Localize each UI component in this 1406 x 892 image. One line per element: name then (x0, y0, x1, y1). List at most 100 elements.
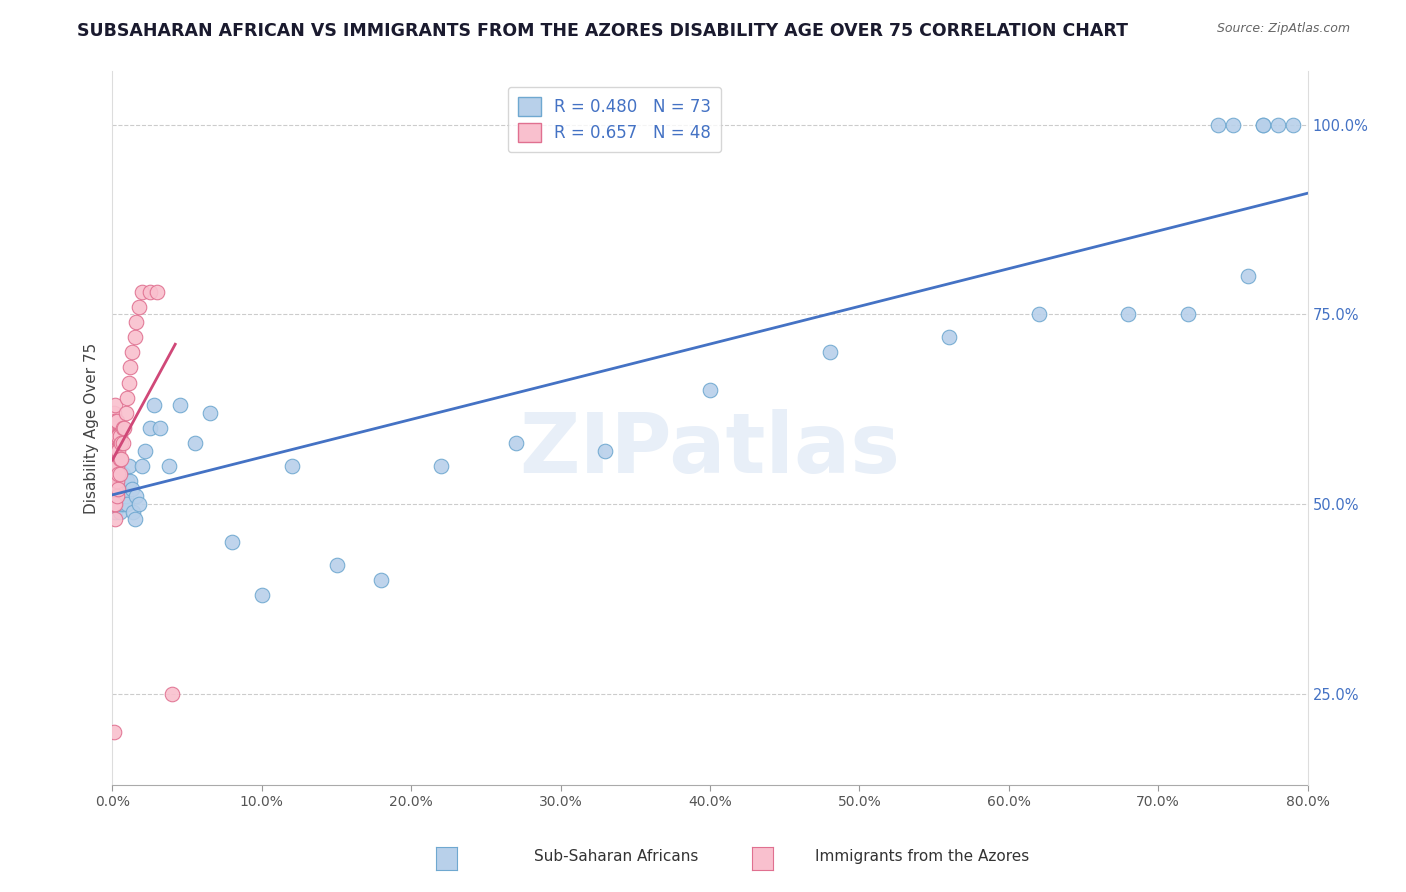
Point (114, 482, 135, 496)
Point (103, 444, 125, 458)
Point (1237, 269, 1260, 284)
Point (104, 497, 127, 511)
Point (1206, 118, 1229, 132)
Point (505, 436, 527, 450)
Point (250, 588, 273, 602)
Point (128, 300, 150, 314)
Point (103, 497, 125, 511)
Point (139, 421, 162, 435)
Point (105, 413, 128, 427)
Point (104, 398, 127, 412)
Y-axis label: Disability Age Over 75: Disability Age Over 75 (84, 343, 100, 514)
Point (110, 451, 132, 466)
Text: Sub-Saharan Africans: Sub-Saharan Africans (534, 849, 699, 863)
Point (105, 482, 128, 496)
Point (117, 475, 139, 489)
Point (105, 475, 128, 489)
Point (105, 451, 128, 466)
Point (157, 459, 180, 474)
Point (111, 421, 134, 435)
Point (104, 467, 127, 481)
Point (108, 475, 131, 489)
Point (1251, 118, 1274, 132)
Point (103, 497, 125, 511)
Point (105, 459, 128, 474)
Point (111, 436, 134, 450)
Point (111, 467, 134, 481)
Point (1177, 307, 1199, 321)
Point (131, 459, 153, 474)
Point (103, 482, 125, 496)
Point (146, 285, 169, 299)
Point (108, 505, 131, 519)
Point (103, 406, 125, 420)
Point (110, 467, 132, 481)
Text: SUBSAHARAN AFRICAN VS IMMIGRANTS FROM THE AZORES DISABILITY AGE OVER 75 CORRELAT: SUBSAHARAN AFRICAN VS IMMIGRANTS FROM TH… (77, 22, 1129, 40)
Point (105, 497, 128, 511)
Point (105, 490, 128, 504)
Point (103, 429, 125, 443)
Point (104, 482, 127, 496)
Point (108, 467, 131, 481)
Point (108, 451, 131, 466)
Point (221, 535, 243, 549)
Point (103, 421, 125, 435)
Point (124, 330, 146, 344)
Point (105, 475, 128, 489)
Point (1251, 118, 1274, 132)
Point (108, 429, 131, 443)
Point (595, 444, 617, 458)
Point (104, 490, 127, 504)
Point (111, 490, 134, 504)
Point (117, 391, 139, 405)
Point (143, 398, 166, 412)
Point (108, 467, 131, 481)
Point (107, 497, 129, 511)
Text: ZIPatlas: ZIPatlas (520, 409, 900, 490)
Point (125, 490, 148, 504)
Point (325, 558, 347, 572)
Point (124, 512, 146, 526)
Point (103, 482, 125, 496)
Point (107, 467, 129, 481)
Point (149, 421, 172, 435)
Point (134, 444, 156, 458)
Point (120, 475, 142, 489)
Point (107, 475, 129, 489)
Point (104, 444, 127, 458)
Point (115, 406, 138, 420)
Point (103, 467, 125, 481)
Point (1222, 118, 1244, 132)
Point (699, 383, 721, 397)
Point (115, 490, 138, 504)
Point (103, 451, 125, 466)
Point (131, 285, 153, 299)
Point (104, 444, 127, 458)
Point (1281, 118, 1303, 132)
Point (1118, 307, 1140, 321)
Point (169, 398, 191, 412)
Text: Source: ZipAtlas.com: Source: ZipAtlas.com (1216, 22, 1350, 36)
Point (139, 285, 162, 299)
Point (105, 429, 128, 443)
Point (114, 497, 135, 511)
Point (122, 505, 145, 519)
Point (370, 573, 392, 587)
Point (114, 421, 135, 435)
Point (117, 497, 139, 511)
Point (125, 315, 148, 329)
Point (105, 444, 128, 458)
Point (1267, 118, 1289, 132)
Point (103, 475, 125, 489)
Point (107, 444, 129, 458)
Point (118, 376, 141, 390)
Point (104, 459, 127, 474)
Point (105, 490, 128, 504)
Point (103, 451, 125, 466)
Point (110, 436, 132, 450)
Point (162, 687, 183, 701)
Point (183, 436, 205, 450)
Point (107, 482, 129, 496)
Point (104, 413, 127, 427)
Point (111, 482, 134, 496)
